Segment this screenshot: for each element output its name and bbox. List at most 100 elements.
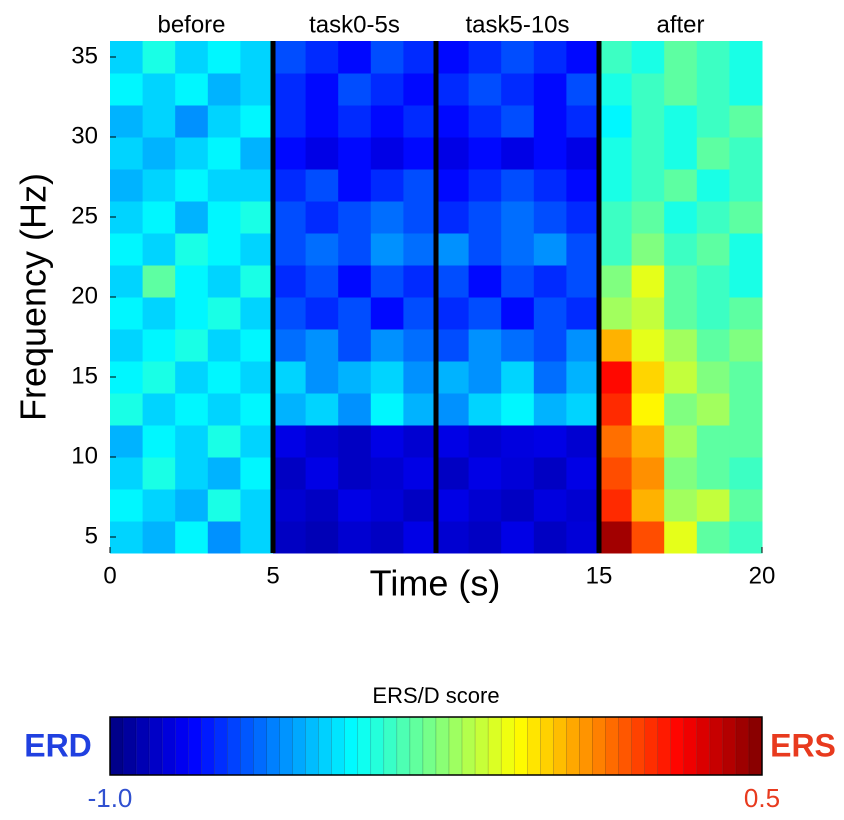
heatmap-cell — [305, 329, 339, 362]
y-tick-label: 10 — [71, 442, 98, 469]
heatmap-cell — [436, 393, 470, 426]
heatmap-cell — [436, 457, 470, 490]
heatmap-cell — [305, 361, 339, 394]
heatmap-cell — [566, 489, 600, 522]
heatmap-cell — [501, 361, 535, 394]
heatmap-cell — [436, 297, 470, 330]
heatmap-cell — [566, 105, 600, 138]
heatmap-cell — [175, 393, 209, 426]
heatmap-cell — [501, 137, 535, 170]
heatmap-cell — [664, 137, 698, 170]
heatmap-cell — [501, 265, 535, 298]
heatmap-cell — [729, 73, 763, 106]
heatmap-cell — [696, 201, 730, 234]
heatmap-cell — [566, 425, 600, 458]
heatmap-cell — [207, 137, 241, 170]
x-axis-label: Time (s) — [370, 563, 501, 604]
heatmap-cell — [436, 329, 470, 362]
heatmap-cell — [403, 329, 437, 362]
heatmap-cell — [729, 265, 763, 298]
heatmap-cell — [175, 73, 209, 106]
segment-label: task0-5s — [309, 11, 400, 38]
colorbar-stripe — [214, 716, 228, 776]
heatmap-cell — [533, 521, 567, 554]
heatmap-cell — [696, 521, 730, 554]
colorbar-stripe — [527, 716, 541, 776]
heatmap-cell — [370, 105, 404, 138]
heatmap-cell — [403, 73, 437, 106]
heatmap-cell — [175, 41, 209, 74]
heatmap-cell — [305, 265, 339, 298]
heatmap-cell — [207, 233, 241, 266]
heatmap-cell — [599, 393, 633, 426]
heatmap-cell — [468, 329, 502, 362]
heatmap-cell — [240, 137, 274, 170]
colorbar-stripe — [331, 716, 345, 776]
heatmap-cell — [664, 425, 698, 458]
heatmap-cell — [501, 105, 535, 138]
heatmap-cell — [468, 73, 502, 106]
heatmap-cell — [338, 137, 372, 170]
heatmap-cell — [468, 425, 502, 458]
heatmap-cell — [207, 265, 241, 298]
heatmap-cell — [599, 329, 633, 362]
heatmap-cell — [142, 297, 176, 330]
colorbar-stripe — [422, 716, 437, 776]
heatmap-cell — [468, 201, 502, 234]
heatmap-cell — [664, 233, 698, 266]
colorbar-stripe — [748, 716, 763, 776]
heatmap-cell — [599, 105, 633, 138]
heatmap-cell — [403, 393, 437, 426]
heatmap-cell — [240, 425, 274, 458]
heatmap-cell — [110, 393, 144, 426]
colorbar-tick-label: -1.0 — [88, 783, 133, 813]
heatmap-cell — [631, 521, 665, 554]
heatmap-cell — [599, 265, 633, 298]
heatmap-cell — [729, 297, 763, 330]
heatmap-cell — [729, 137, 763, 170]
heatmap-cell — [175, 457, 209, 490]
heatmap-cell — [468, 233, 502, 266]
x-tick-label: 15 — [586, 562, 613, 589]
heatmap-cell — [273, 73, 307, 106]
heatmap-cell — [273, 329, 307, 362]
colorbar-stripe — [279, 716, 293, 776]
heatmap-cell — [305, 457, 339, 490]
heatmap-cell — [175, 297, 209, 330]
heatmap-cell — [207, 521, 241, 554]
heatmap-cell — [273, 521, 307, 554]
heatmap-cell — [273, 457, 307, 490]
colorbar-stripe — [735, 716, 750, 776]
heatmap-cell — [664, 297, 698, 330]
heatmap-cell — [403, 41, 437, 74]
heatmap-cell — [566, 393, 600, 426]
heatmap-cell — [403, 137, 437, 170]
heatmap-cell — [436, 521, 470, 554]
heatmap-cell — [338, 361, 372, 394]
heatmap-cell — [501, 425, 535, 458]
heatmap-cell — [207, 425, 241, 458]
heatmap-cell — [501, 329, 535, 362]
heatmap-cell — [403, 457, 437, 490]
heatmap-cell — [240, 297, 274, 330]
heatmap-cell — [599, 457, 633, 490]
heatmap-cell — [273, 393, 307, 426]
heatmap-cell — [729, 489, 763, 522]
heatmap-cell — [338, 425, 372, 458]
heatmap-cell — [305, 201, 339, 234]
heatmap-cell — [729, 457, 763, 490]
heatmap-cell — [207, 457, 241, 490]
heatmap-cell — [403, 105, 437, 138]
colorbar-stripe — [579, 716, 593, 776]
heatmap-cell — [305, 233, 339, 266]
heatmap-cell — [403, 521, 437, 554]
heatmap-cell — [370, 265, 404, 298]
heatmap-cell — [240, 521, 274, 554]
heatmap-cell — [566, 137, 600, 170]
colorbar-stripe — [513, 716, 528, 776]
heatmap-cell — [696, 329, 730, 362]
heatmap-cell — [273, 425, 307, 458]
heatmap-cell — [305, 297, 339, 330]
heatmap-cell — [533, 105, 567, 138]
